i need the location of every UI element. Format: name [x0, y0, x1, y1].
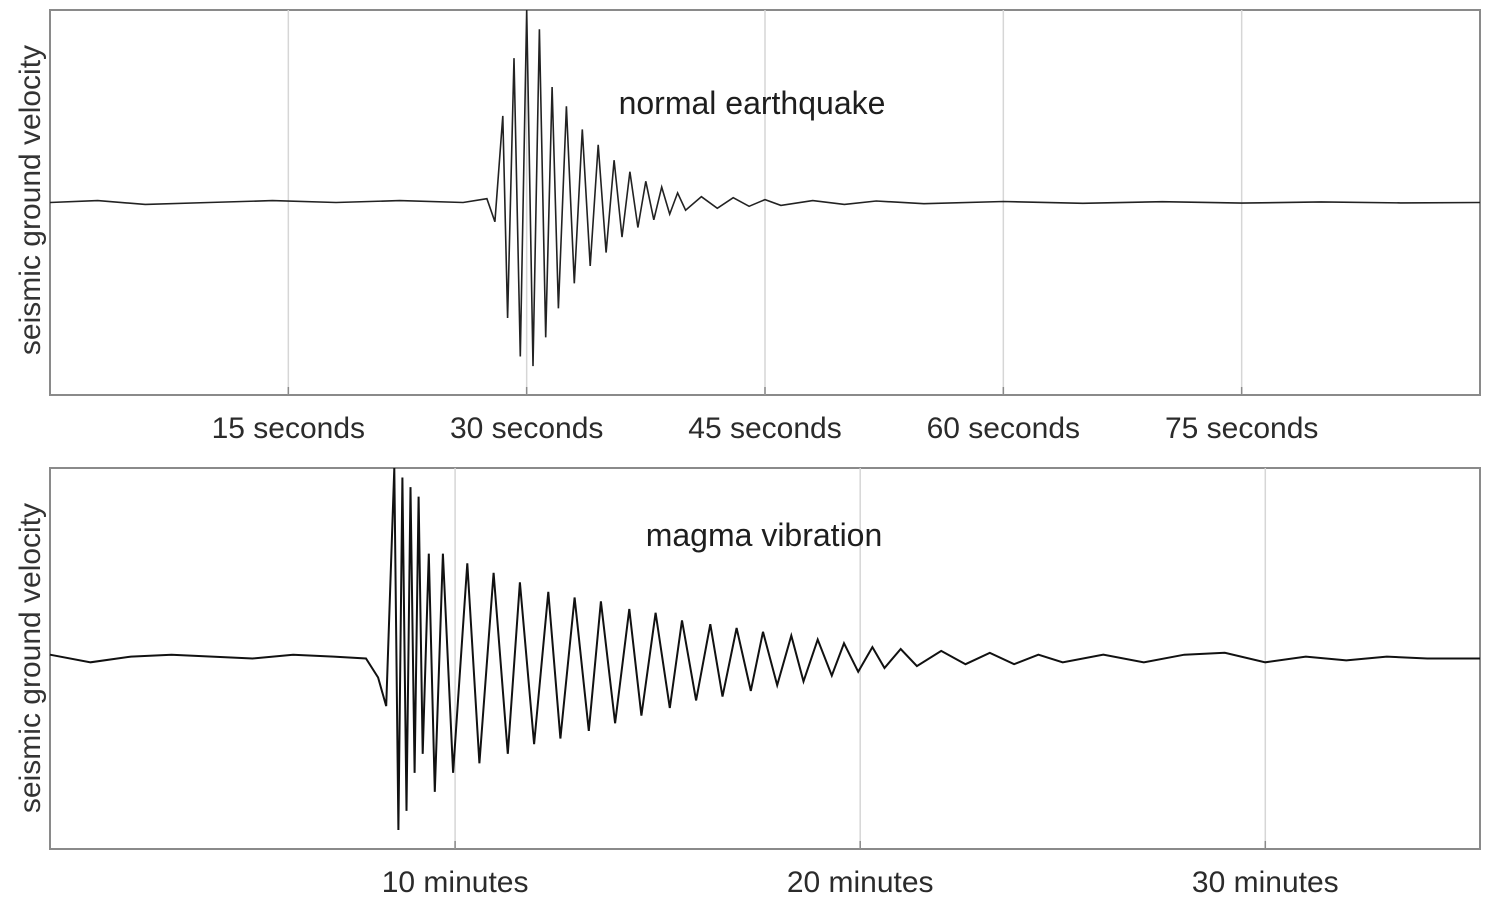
x-tick-label: 30 minutes — [1192, 866, 1339, 899]
earthquake-chart: 15 seconds 30 seconds 45 seconds 60 seconds… — [14, 9, 1481, 445]
x-tick-label: 10 minutes — [382, 866, 529, 899]
magma-waveform — [49, 467, 1480, 831]
magma-annotation: magma vibration — [646, 517, 883, 553]
x-tick-label: 15 seconds — [212, 412, 365, 445]
earthquake-annotation: normal earthquake — [619, 85, 886, 121]
x-tick-label: 60 seconds — [927, 412, 1080, 445]
earthquake-x-ticks: 15 seconds 30 seconds 45 seconds 60 seconds… — [212, 387, 1318, 445]
magma-x-ticks: 10 minutes 20 minutes 30 minutes — [382, 841, 1339, 899]
earthquake-waveform — [49, 9, 1481, 367]
x-tick-label: 30 seconds — [450, 412, 603, 445]
x-tick-label: 20 minutes — [787, 866, 934, 899]
magma-chart: 10 minutes 20 minutes 30 minutes magma vib… — [14, 467, 1481, 899]
earthquake-y-axis-label: seismic ground velocity — [14, 45, 47, 355]
x-tick-label: 45 seconds — [688, 412, 841, 445]
earthquake-gridlines — [287, 10, 1243, 395]
x-tick-label: 75 seconds — [1165, 412, 1318, 445]
magma-gridlines — [454, 468, 1267, 849]
magma-y-axis-label: seismic ground velocity — [14, 503, 47, 813]
